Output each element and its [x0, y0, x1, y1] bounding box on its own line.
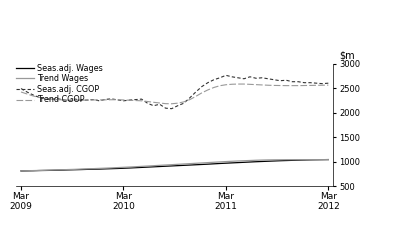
Seas.adj. CGOP	[224, 74, 228, 77]
Seas.adj. Wages	[127, 167, 132, 169]
Trend CGOP	[212, 86, 216, 89]
Seas.adj. Wages	[205, 163, 210, 165]
Seas.adj. CGOP	[326, 82, 331, 84]
Trend CGOP	[326, 84, 331, 86]
Line: Seas.adj. Wages: Seas.adj. Wages	[21, 160, 328, 171]
Trend CGOP	[224, 83, 228, 86]
Seas.adj. CGOP	[43, 98, 48, 100]
Legend: Seas.adj. Wages, Trend Wages, Seas.adj. CGOP, Trend CGOP: Seas.adj. Wages, Trend Wages, Seas.adj. …	[16, 64, 102, 104]
Seas.adj. CGOP	[169, 107, 174, 110]
Seas.adj. Wages	[302, 159, 306, 161]
Trend CGOP	[43, 97, 48, 100]
Trend CGOP	[235, 83, 240, 85]
Trend Wages	[43, 169, 48, 172]
Seas.adj. Wages	[43, 169, 48, 172]
Trend Wages	[19, 170, 23, 172]
Text: $m: $m	[339, 51, 355, 61]
Trend Wages	[205, 161, 210, 164]
Line: Seas.adj. CGOP: Seas.adj. CGOP	[21, 75, 328, 109]
Seas.adj. CGOP	[19, 87, 23, 90]
Seas.adj. CGOP	[127, 99, 132, 101]
Trend Wages	[326, 158, 331, 161]
Trend CGOP	[163, 102, 168, 105]
Trend Wages	[127, 166, 132, 168]
Trend CGOP	[169, 102, 174, 105]
Seas.adj. CGOP	[229, 75, 234, 78]
Trend CGOP	[187, 98, 192, 101]
Trend Wages	[163, 164, 168, 166]
Trend Wages	[296, 158, 301, 161]
Seas.adj. Wages	[326, 158, 331, 161]
Seas.adj. Wages	[163, 165, 168, 168]
Trend Wages	[218, 160, 222, 163]
Trend CGOP	[19, 91, 23, 93]
Trend Wages	[308, 158, 313, 161]
Line: Trend CGOP: Trend CGOP	[21, 84, 328, 104]
Seas.adj. CGOP	[163, 107, 168, 110]
Line: Trend Wages: Trend Wages	[21, 160, 328, 171]
Seas.adj. CGOP	[212, 78, 216, 81]
Seas.adj. CGOP	[187, 96, 192, 99]
Seas.adj. Wages	[218, 162, 222, 165]
Seas.adj. Wages	[19, 170, 23, 172]
Trend CGOP	[127, 99, 132, 102]
